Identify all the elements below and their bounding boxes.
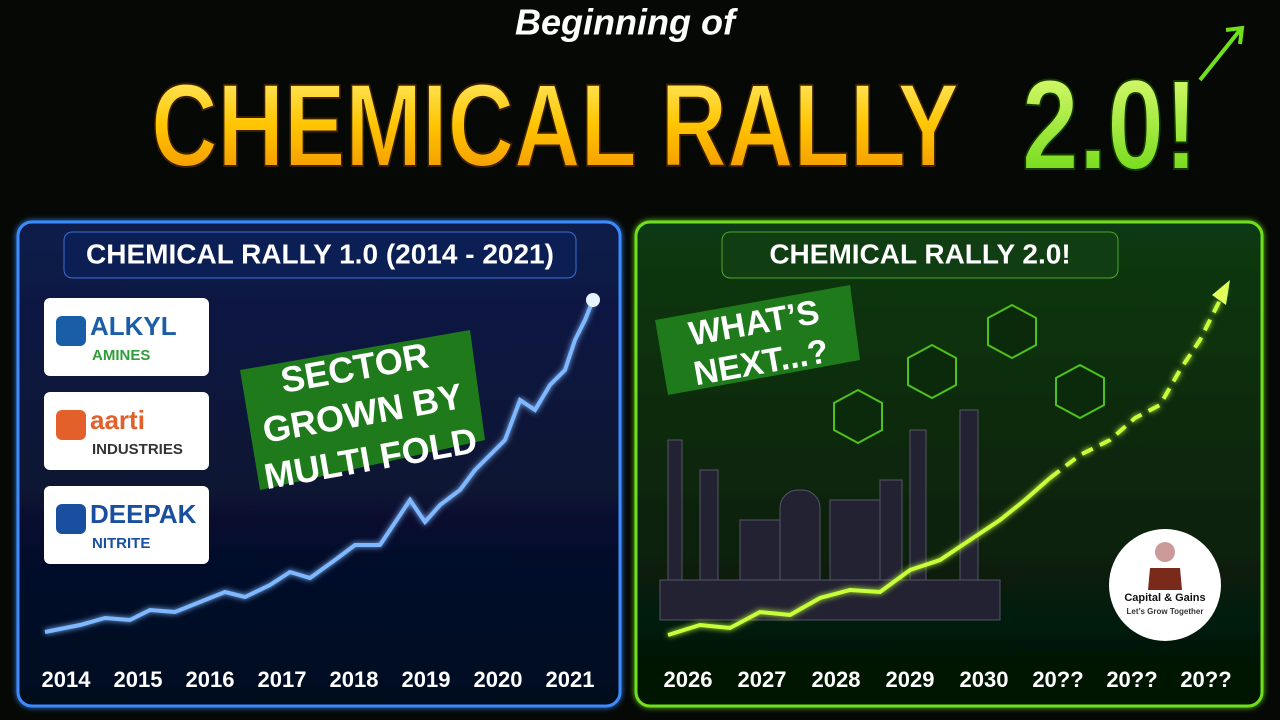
x-tick-label: 2019: [402, 667, 451, 692]
kicker: Beginning of: [515, 2, 738, 43]
x-tick-label: 2027: [738, 667, 787, 692]
logo-sub: INDUSTRIES: [92, 441, 183, 458]
badge-avatar: [1155, 542, 1175, 562]
badge-tagline: Let’s Grow Together: [1127, 607, 1204, 616]
factory: [659, 409, 1001, 621]
logo-icon: [56, 504, 86, 534]
x-tick-label: 2030: [960, 667, 1009, 692]
arrow-head: [1212, 280, 1230, 305]
logo-sub: NITRITE: [92, 535, 150, 552]
arrow-icon: [1198, 25, 1245, 82]
right-title: CHEMICAL RALLY 2.0!: [769, 238, 1070, 269]
logo-card: [44, 392, 209, 470]
logo-sub: AMINES: [92, 347, 150, 364]
x-tick-label: 20??: [1032, 667, 1083, 692]
x-tick-label: 2018: [330, 667, 379, 692]
badge-avatar: [1148, 568, 1182, 590]
x-axis: 2014 2015 2016 2017 2018 2019 2020 2021: [42, 667, 595, 692]
x-tick-label: 2029: [886, 667, 935, 692]
x-tick-label: 2021: [546, 667, 595, 692]
projected-line: [1048, 289, 1227, 480]
x-tick-label: 2017: [258, 667, 307, 692]
x-tick-label: 2020: [474, 667, 523, 692]
logo-icon: [56, 316, 86, 346]
trend-end: [586, 293, 600, 307]
left-title-box: [63, 231, 577, 279]
x-tick-label: 2015: [114, 667, 163, 692]
logo-name: aarti: [90, 405, 145, 435]
logos: ALKYL AMINES aarti INDUSTRIES DEEPAK NITRITE: [44, 298, 209, 564]
x-tick-label: 20??: [1180, 667, 1231, 692]
x-tick-label: 2016: [186, 667, 235, 692]
logo-name: ALKYL: [90, 311, 177, 341]
left-title: CHEMICAL RALLY 1.0 (2014 - 2021): [86, 238, 554, 269]
title-accent: 2.0!: [1022, 53, 1198, 197]
x-tick-label: 2026: [664, 667, 713, 692]
hex-icons: [833, 303, 1105, 445]
logo-name: DEEPAK: [90, 499, 197, 529]
badge-name: Capital & Gains: [1124, 592, 1205, 604]
right-title-box: [721, 231, 1119, 279]
logo-card: [44, 298, 209, 376]
x-axis: 2026 2027 2028 2029 2030 20?? 20?? 20??: [664, 667, 1232, 692]
trend-line: [44, 299, 595, 634]
logo-icon: [56, 410, 86, 440]
callout-brush: [240, 330, 485, 490]
trend-line: [667, 476, 1052, 637]
x-tick-label: 2028: [812, 667, 861, 692]
logo-card: [44, 486, 209, 564]
callout-brush: [655, 285, 860, 395]
x-tick-label: 20??: [1106, 667, 1157, 692]
x-tick-label: 2014: [42, 667, 92, 692]
title: CHEMICAL RALLY: [151, 60, 959, 192]
